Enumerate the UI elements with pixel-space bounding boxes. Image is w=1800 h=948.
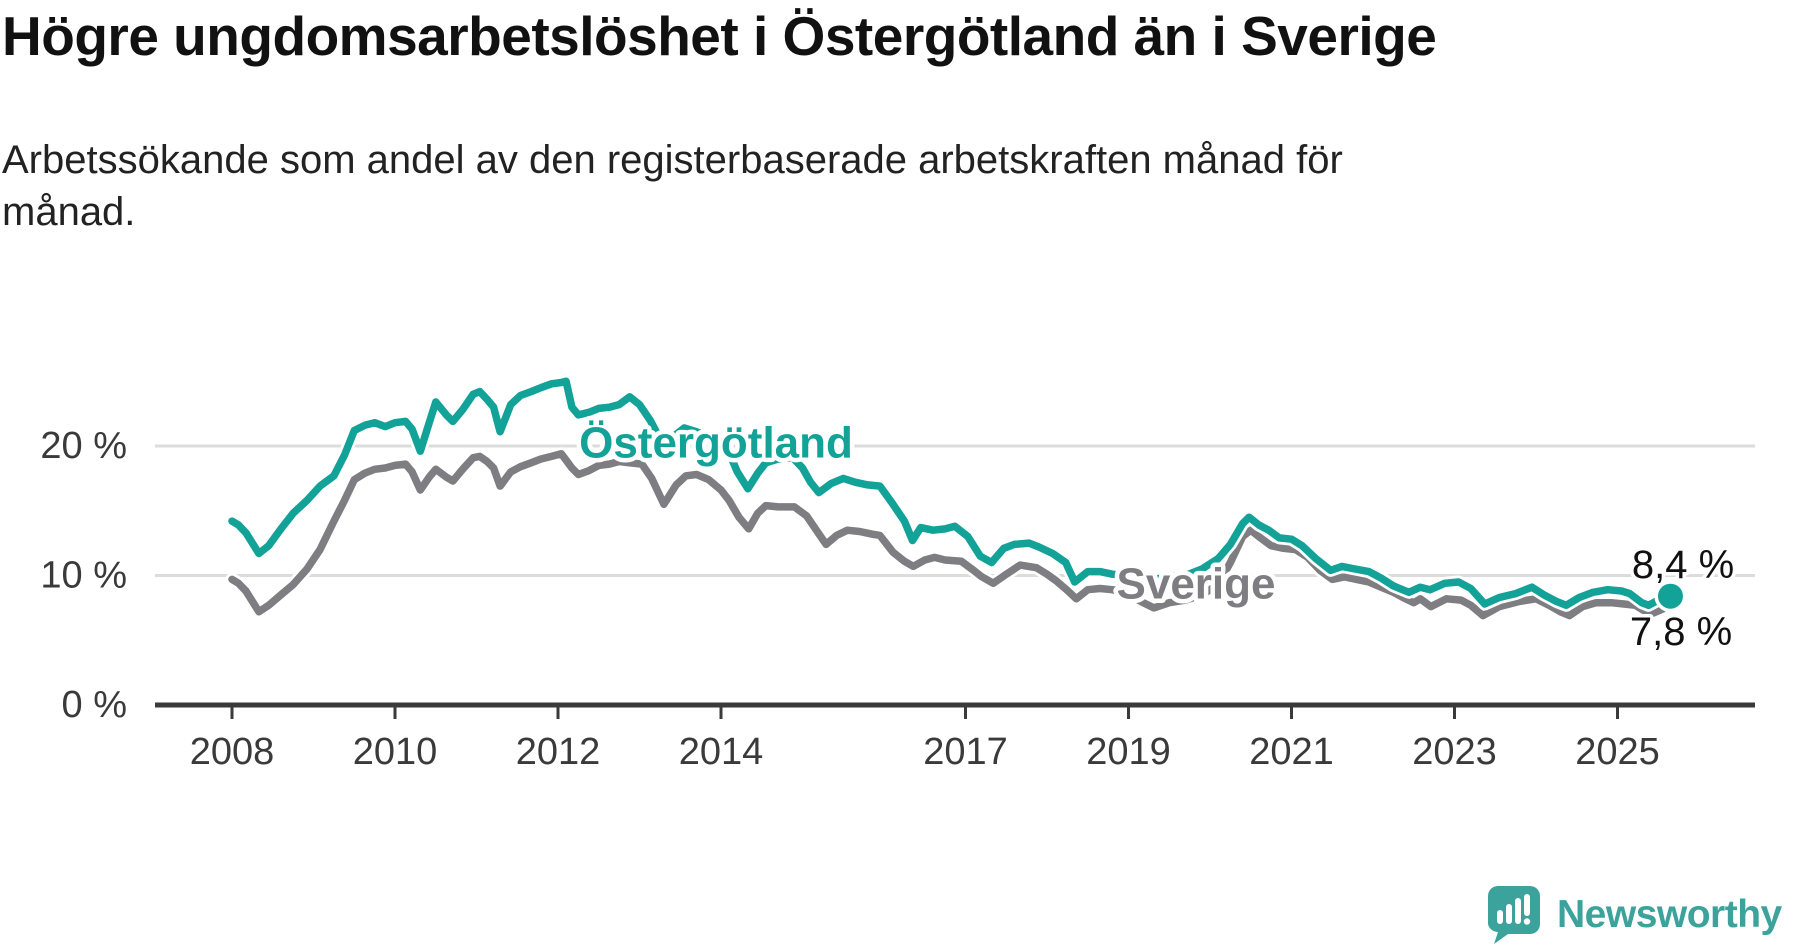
- chart-subtitle-line1: Arbetssökande som andel av den registerb…: [2, 138, 1343, 182]
- end-dot-Östergötland: [1657, 583, 1683, 609]
- x-tick-label-2012: 2012: [516, 731, 601, 773]
- end-value-label-sverige: 7,8 %: [1630, 610, 1732, 654]
- chart-subtitle-line2: månad.: [2, 190, 136, 234]
- newsworthy-logo: Newsworthy: [1488, 886, 1782, 944]
- line-Sverige: [228, 450, 1675, 620]
- series-label-ostergotland: Östergötland: [579, 419, 853, 468]
- x-axis: 2008 2010 2012 2014 2017 2019 2021 2023 2025: [155, 702, 1755, 773]
- series-label-sverige: Sverige: [1117, 560, 1276, 609]
- x-tick-label-2019: 2019: [1086, 731, 1171, 773]
- x-tick-label-2010: 2010: [353, 731, 438, 773]
- x-tick-label-2008: 2008: [190, 731, 275, 773]
- page-title: Högre ungdomsarbetslöshet i Östergötland…: [2, 5, 1437, 67]
- line-Östergötland: [228, 377, 1675, 610]
- y-tick-label-20: 20 %: [40, 425, 127, 467]
- y-tick-label-10: 10 %: [40, 555, 127, 597]
- newsworthy-wordmark: Newsworthy: [1557, 893, 1782, 936]
- x-tick-label-2021: 2021: [1249, 731, 1334, 773]
- newsworthy-icon: [1488, 886, 1540, 944]
- x-tick-label-2025: 2025: [1575, 731, 1660, 773]
- series-lines: [225, 374, 1687, 623]
- chart-labels: Östergötland Sverige 8,4 % 7,8 %: [575, 414, 1738, 658]
- y-tick-label-0: 0 %: [62, 684, 127, 726]
- end-value-label-ostergotland: 8,4 %: [1632, 543, 1734, 587]
- x-tick-label-2014: 2014: [679, 731, 764, 773]
- x-tick-label-2023: 2023: [1412, 731, 1497, 773]
- x-tick-label-2017: 2017: [923, 731, 1008, 773]
- chart-subtitle: Arbetssökande som andel av den registerb…: [2, 134, 1502, 238]
